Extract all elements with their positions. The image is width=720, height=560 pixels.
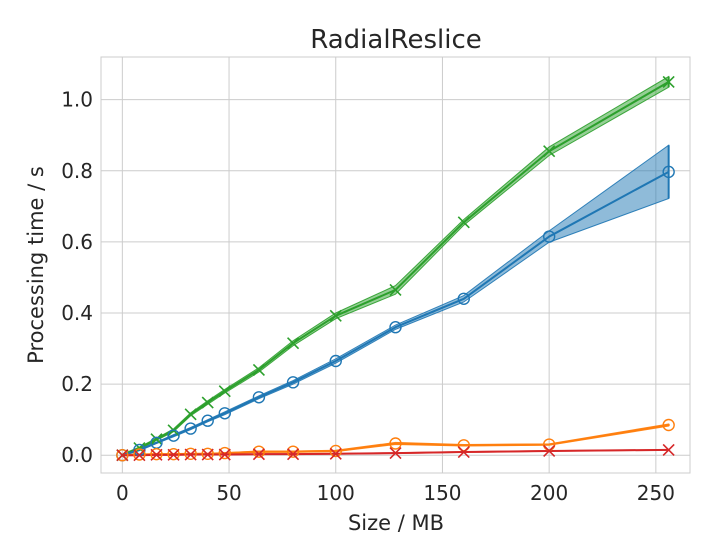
- y-tick-label: 0.2: [61, 372, 93, 396]
- chart-title: RadialReslice: [310, 25, 482, 55]
- series-1-point: [218, 407, 231, 420]
- x-tick-label: 200: [530, 481, 568, 505]
- y-tick-label: 0.4: [61, 301, 93, 325]
- series-0-point: [329, 309, 342, 322]
- y-tick-label: 1.0: [61, 88, 93, 112]
- series-1-point: [389, 321, 402, 334]
- series-3-point: [252, 448, 265, 461]
- series-2-point: [184, 447, 197, 460]
- series-3-point: [167, 448, 180, 461]
- series-2-point: [389, 437, 402, 450]
- y-tick-labels: 0.0 0.2 0.4 0.6 0.8 1.0: [61, 88, 93, 468]
- series-0-point: [201, 396, 214, 409]
- x-tick-label: 250: [637, 481, 675, 505]
- series-0-point: [457, 216, 470, 229]
- series-3-line: [122, 448, 669, 457]
- series-2-point: [286, 445, 300, 458]
- x-tick-label: 150: [423, 481, 461, 505]
- series-2-point: [150, 447, 163, 461]
- series-3-point: [184, 448, 197, 461]
- series-1-point: [662, 165, 675, 179]
- series-0-point: [184, 408, 197, 421]
- series-0-point: [252, 363, 265, 376]
- series-2-point: [201, 447, 214, 460]
- series-1-point: [329, 354, 342, 368]
- series-1-point: [286, 376, 300, 389]
- plot-frame: [100, 56, 691, 474]
- series-3-point: [150, 448, 163, 461]
- series-3-point: [457, 445, 470, 459]
- series-3-point: [201, 448, 214, 461]
- series-1-point: [184, 422, 197, 435]
- series-3-point: [329, 447, 342, 460]
- series-2-point: [167, 447, 180, 461]
- series-2-point: [116, 449, 129, 462]
- y-tick-label: 0.0: [61, 443, 93, 467]
- series-3-point: [286, 448, 300, 461]
- series-0-point: [543, 145, 556, 158]
- series-3-point: [389, 447, 402, 460]
- series-2-point: [252, 445, 266, 458]
- series-1-point: [201, 414, 214, 427]
- series-3-point: [662, 443, 675, 456]
- series-0-point: [150, 433, 163, 446]
- series-1-point: [542, 230, 556, 243]
- series-2-point: [329, 444, 342, 458]
- x-tick-label: 0: [116, 481, 129, 505]
- series-3-point: [116, 449, 129, 462]
- series-1-point: [167, 429, 180, 442]
- series-3-point: [218, 448, 231, 461]
- series-2-point: [133, 448, 146, 461]
- series-3-point: [543, 444, 556, 458]
- series-0-point: [218, 385, 231, 398]
- series-0-point: [389, 283, 402, 296]
- series-1-point: [457, 292, 470, 305]
- series-2-point: [662, 418, 675, 432]
- y-tick-label: 0.8: [61, 159, 93, 183]
- series-1-point: [252, 391, 266, 404]
- y-axis-label: Processing time / s: [24, 166, 48, 364]
- x-tick-labels: 0 50 100 150 200 250: [116, 481, 675, 505]
- x-tick-label: 50: [216, 481, 241, 505]
- series-0-point: [286, 337, 300, 350]
- series-2-point: [457, 439, 470, 452]
- series-3-point: [133, 449, 146, 462]
- x-axis-label: Size / MB: [348, 511, 444, 535]
- series-markers: [116, 75, 675, 462]
- series-0-point: [662, 75, 675, 88]
- series-2-point: [218, 446, 231, 460]
- grid: [101, 57, 690, 473]
- x-tick-label: 100: [317, 481, 355, 505]
- y-tick-label: 0.6: [61, 230, 93, 254]
